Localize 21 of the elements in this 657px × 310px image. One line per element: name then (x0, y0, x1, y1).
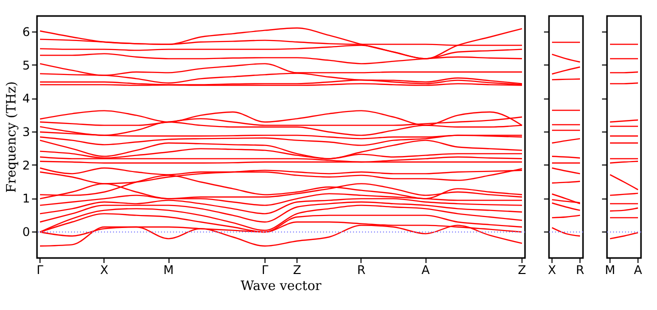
y-axis-title: Frequency (THz) (4, 81, 20, 193)
x-tick-label: Z (292, 263, 302, 277)
x-tick-label: M (163, 263, 174, 277)
x-tick-label: R (576, 263, 584, 277)
x-tick-label: X (100, 263, 108, 277)
y-tick-label: 1 (22, 192, 30, 206)
x-axis-title: Wave vector (240, 279, 322, 294)
y-tick-label: 2 (22, 158, 30, 172)
y-tick-label: 0 (22, 225, 30, 239)
x-tick-label: R (357, 263, 366, 277)
x-tick-label: Γ (262, 263, 269, 277)
x-tick-label: Γ (36, 263, 44, 277)
y-tick-label: 5 (22, 58, 30, 72)
x-tick-label: A (421, 263, 430, 277)
y-tick-label: 3 (22, 125, 30, 139)
x-tick-label: Z (518, 263, 526, 277)
x-tick-label: M (604, 263, 616, 277)
y-tick-label: 6 (22, 25, 30, 39)
y-tick-label: 4 (22, 92, 30, 106)
x-tick-label: A (634, 263, 643, 277)
x-tick-label: X (548, 263, 556, 277)
